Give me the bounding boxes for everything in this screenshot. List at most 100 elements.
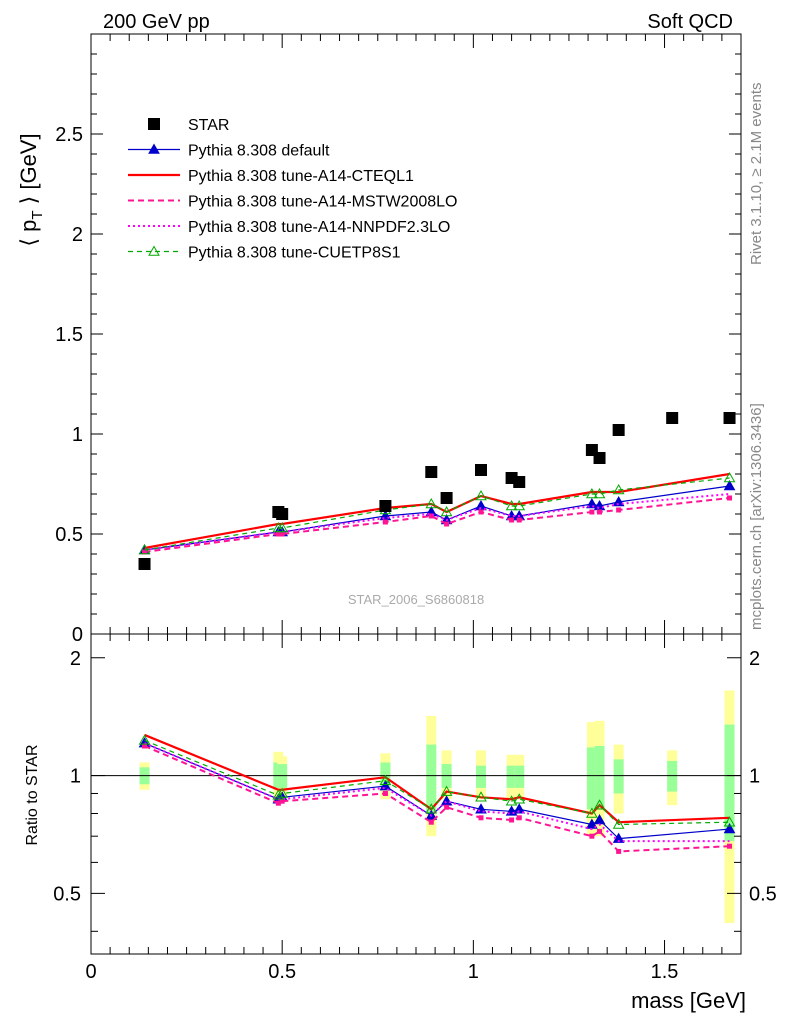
series-marker <box>142 549 148 555</box>
legend-item: Pythia 8.308 tune-A14-NNPDF2.3LO <box>128 219 450 236</box>
process-label: Soft QCD <box>647 11 733 33</box>
series-marker <box>723 479 736 491</box>
ratio-marker <box>597 828 603 834</box>
ratio-line <box>144 742 730 843</box>
ratio-marker <box>444 804 450 810</box>
watermark: STAR_2006_S6860818 <box>348 592 484 607</box>
legend-marker <box>148 245 160 256</box>
series-marker <box>276 521 289 533</box>
uncertainty-band-inner <box>476 765 486 788</box>
legend-label: Pythia 8.308 tune-CUETP8S1 <box>188 245 401 262</box>
series-marker <box>444 521 450 527</box>
rivet-label: Rivet 3.1.10, ≥ 2.1M events <box>748 83 765 266</box>
data-point <box>593 452 606 464</box>
main-panel: 0 0.5 1 1.5 2 2.5 STAR_2006_S6860818 ⟨ pT ⟩ [… <box>16 33 742 646</box>
ratio-y-tick-label-right: 2 <box>749 648 760 670</box>
series-marker <box>586 497 598 509</box>
legend-item: Pythia 8.308 tune-CUETP8S1 <box>128 245 401 262</box>
ratio-marker <box>138 734 151 745</box>
x-tick-label: 0 <box>85 961 96 983</box>
legend-marker <box>148 118 160 130</box>
legend-label: Pythia 8.308 tune-A14-NNPDF2.3LO <box>188 219 450 236</box>
series-marker <box>593 487 606 499</box>
series-marker <box>723 471 736 483</box>
data-point <box>612 424 625 436</box>
ratio-marker <box>379 774 392 785</box>
uncertainty-band-inner <box>586 747 597 810</box>
series-marker <box>597 509 603 515</box>
data-point <box>379 500 392 512</box>
data-point <box>475 464 487 476</box>
series-marker <box>589 509 595 515</box>
data-point <box>513 476 526 488</box>
series-marker <box>586 487 598 499</box>
ratio-marker <box>612 818 625 829</box>
ratio-marker <box>505 795 518 806</box>
ratio-frame <box>90 633 742 955</box>
ratio-line <box>144 745 730 853</box>
ratio-marker <box>478 815 484 821</box>
ratio-line <box>144 739 730 826</box>
ratio-y-tick-label-right: 0.5 <box>749 883 777 905</box>
legend-item: STAR <box>148 117 229 134</box>
y-tick-label: 1 <box>72 424 83 446</box>
uncertainty-band-inner <box>667 760 678 792</box>
ratio-marker <box>589 833 595 839</box>
ratio-marker <box>723 816 736 827</box>
ratio-marker <box>513 793 526 804</box>
series-marker <box>275 531 281 537</box>
series-marker <box>279 531 285 537</box>
series-marker <box>382 519 388 525</box>
series-marker <box>505 499 518 511</box>
series-marker <box>478 509 484 515</box>
collision-label: 200 GeV pp <box>103 11 210 33</box>
ratio-marker <box>272 789 285 800</box>
series-marker <box>475 489 487 501</box>
ratio-marker <box>509 817 515 823</box>
series-line <box>144 493 730 551</box>
series-marker <box>428 513 434 519</box>
data-point <box>666 412 679 424</box>
ratio-marker <box>428 819 434 825</box>
y-tick-label: 1.5 <box>55 324 83 346</box>
y-tick-label: 0 <box>72 624 83 646</box>
legend-label: Pythia 8.308 tune-A14-MSTW2008LO <box>188 194 457 211</box>
series-marker <box>513 499 526 511</box>
ratio-marker <box>616 848 622 854</box>
series-marker <box>516 517 522 523</box>
legend: STAR Pythia 8.308 default Pythia 8.308 tun… <box>128 117 457 262</box>
series-marker <box>138 543 151 555</box>
uncertainty-band-inner <box>594 746 605 810</box>
series-marker <box>616 507 622 513</box>
legend-label: STAR <box>188 117 229 134</box>
y-tick-label: 2 <box>72 224 83 246</box>
series-marker <box>440 505 453 517</box>
legend-label: Pythia 8.308 default <box>188 143 330 160</box>
data-point <box>440 492 453 504</box>
series-marker <box>612 483 625 495</box>
data-point <box>138 558 151 570</box>
y-tick-label: 0.5 <box>55 524 83 546</box>
uncertainty-band-inner <box>514 765 525 788</box>
ratio-y-tick-label: 1 <box>70 766 81 788</box>
data-point <box>723 412 736 424</box>
series-line <box>144 477 730 551</box>
ratio-marker <box>425 803 438 814</box>
ratio-marker <box>516 815 522 821</box>
legend-item: Pythia 8.308 default <box>128 143 330 160</box>
series-marker <box>509 517 515 523</box>
x-tick-label: 1.5 <box>651 961 679 983</box>
legend-item: Pythia 8.308 tune-A14-CTEQL1 <box>128 168 414 185</box>
legend-label: Pythia 8.308 tune-A14-CTEQL1 <box>188 168 414 185</box>
series-marker <box>612 495 625 507</box>
main-ylabel: ⟨ pT ⟩ [GeV] <box>16 133 46 246</box>
y-tick-label: 2.5 <box>55 124 83 146</box>
ratio-y-tick-label-right: 1 <box>749 766 760 788</box>
ratio-marker <box>275 800 281 806</box>
ratio-marker <box>586 807 598 818</box>
series-line <box>144 472 730 550</box>
ratio-marker <box>382 790 388 796</box>
series-marker <box>425 497 438 509</box>
uncertainty-band-inner <box>724 724 735 842</box>
